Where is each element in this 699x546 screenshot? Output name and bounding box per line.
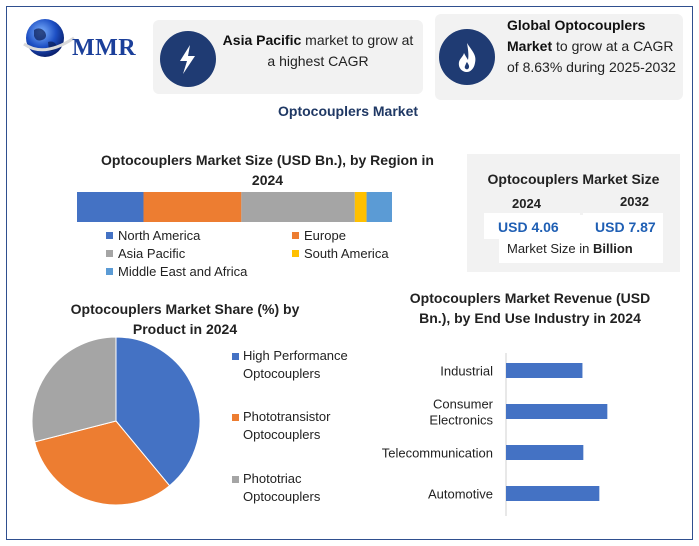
legend-swatch — [232, 353, 239, 360]
asia-pacific-text: Asia Pacific market to grow at a highest… — [219, 30, 417, 72]
lightning-badge — [160, 31, 216, 87]
region-segment-4 — [366, 192, 392, 222]
legend-asia-pacific: Asia Pacific — [106, 246, 185, 261]
global-cagr-rest: to grow at a CAGR of 8.63% during 2025-2… — [507, 38, 676, 75]
product-chart-title: Optocouplers Market Share (%) by Product… — [70, 301, 300, 337]
end-use-bar-0 — [506, 363, 583, 378]
legend-label: Phototransistor Optocouplers — [243, 409, 331, 442]
flame-badge — [439, 29, 495, 85]
region-segment-1 — [143, 192, 242, 222]
legend-south-america: South America — [292, 246, 389, 261]
pie-slice-0 — [115, 336, 201, 487]
legend-high-performance: High Performance Optocouplers — [232, 347, 352, 383]
market-size-note: Market Size in Billion — [507, 241, 633, 256]
legend-swatch — [106, 268, 113, 275]
market-size-title: Optocouplers Market Size — [487, 171, 660, 187]
market-size-value-2024: USD 4.06 — [498, 219, 559, 235]
legend-europe: Europe — [292, 228, 346, 243]
region-chart-title: Optocouplers Market Size (USD Bn.), by R… — [101, 152, 434, 188]
legend-swatch — [292, 250, 299, 257]
legend-label: South America — [304, 246, 389, 261]
end-use-bar-3 — [506, 486, 600, 501]
end-use-label-0: Industrial — [440, 364, 493, 379]
legend-label: Asia Pacific — [118, 246, 186, 261]
legend-swatch — [292, 232, 299, 239]
legend-phototriac: Phototriac Optocouplers — [232, 470, 352, 506]
legend-swatch — [106, 232, 113, 239]
legend-label: Middle East and Africa — [118, 264, 248, 279]
legend-swatch — [232, 476, 239, 483]
legend-label: North America — [118, 228, 201, 243]
pie-slice-1 — [34, 420, 171, 506]
note-bold: Billion — [592, 241, 633, 256]
region-segment-3 — [354, 192, 367, 222]
legend-swatch — [232, 414, 239, 421]
legend-label: High Performance Optocouplers — [243, 348, 348, 381]
pie-slice-2 — [31, 336, 117, 443]
value-2024-box — [484, 213, 580, 239]
infographic-frame — [6, 6, 693, 540]
market-size-value-2032: USD 7.87 — [595, 219, 656, 235]
globe-icon — [23, 19, 75, 57]
legend-label: Phototriac Optocouplers — [243, 471, 321, 504]
legend-swatch — [106, 250, 113, 257]
market-size-year-2032: 2032 — [620, 194, 649, 209]
region-segment-2 — [241, 192, 355, 222]
legend-north-america: North America — [106, 228, 200, 243]
end-use-chart-title: Optocouplers Market Revenue (USD Bn.), b… — [409, 290, 651, 326]
logo-text: MMR — [72, 35, 137, 61]
flame-icon — [458, 43, 476, 72]
end-use-label-3: Automotive — [428, 487, 493, 502]
asia-pacific-bold: Asia Pacific — [222, 32, 302, 48]
mmr-logo: MMR — [20, 14, 145, 66]
legend-label: Europe — [304, 228, 346, 243]
end-use-bar-1 — [506, 404, 608, 419]
end-use-bar-2 — [506, 445, 584, 460]
note-prefix: Market Size in — [507, 241, 593, 256]
market-size-year-2024: 2024 — [512, 196, 541, 211]
legend-phototransistor: Phototransistor Optocouplers — [232, 408, 352, 444]
end-use-label-1: Consumer Electronics — [429, 397, 493, 428]
global-cagr-bold: Global Optocouplers Market — [507, 17, 646, 54]
lightning-icon — [180, 45, 195, 74]
value-2032-box — [583, 213, 663, 239]
page-title: Optocouplers Market — [278, 103, 419, 119]
asia-pacific-rest: market to grow at a highest CAGR — [267, 32, 414, 69]
end-use-label-2: Telecommunication — [382, 446, 493, 461]
region-segment-0 — [77, 192, 144, 222]
global-cagr-text: Global Optocouplers Market to grow at a … — [507, 15, 682, 78]
legend-middle-east-africa: Middle East and Africa — [106, 264, 247, 279]
